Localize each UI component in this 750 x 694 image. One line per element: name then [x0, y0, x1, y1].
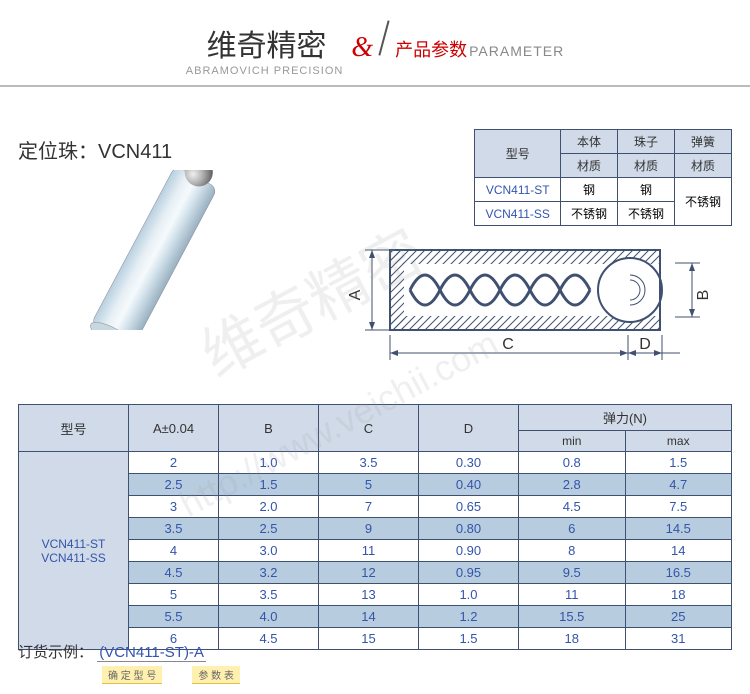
spec-cell: 3.2 — [219, 562, 319, 584]
spec-cell: 12 — [319, 562, 419, 584]
order-text: (VCN411-ST)-A — [97, 644, 206, 662]
spec-cell: 1.0 — [419, 584, 519, 606]
spec-cell: 0.95 — [419, 562, 519, 584]
order-sub-labels: 确 定 型 号 参 数 表 — [102, 666, 240, 684]
subtitle-cn: 产品参数 — [395, 36, 467, 62]
technical-diagram: A B C D — [330, 225, 730, 375]
spec-cell: 3 — [129, 496, 219, 518]
mat-row1-body: 不锈钢 — [560, 202, 617, 226]
spec-cell: 0.90 — [419, 540, 519, 562]
spec-th-model: 型号 — [19, 405, 129, 452]
spec-th-min: min — [519, 431, 626, 452]
spec-cell: 18 — [625, 584, 732, 606]
spec-cell: 1.5 — [219, 474, 319, 496]
spec-cell: 11 — [319, 540, 419, 562]
mat-row1-ball: 不锈钢 — [617, 202, 674, 226]
spec-cell: 1.2 — [419, 606, 519, 628]
spec-cell: 0.40 — [419, 474, 519, 496]
mat-th-model: 型号 — [475, 130, 560, 178]
spec-cell: 0.8 — [519, 452, 626, 474]
spec-cell: 9.5 — [519, 562, 626, 584]
spec-cell: 2.5 — [129, 474, 219, 496]
spec-cell: 7 — [319, 496, 419, 518]
mat-th-ball: 珠子 — [617, 130, 674, 154]
spec-cell: 4.7 — [625, 474, 732, 496]
product-photo — [18, 170, 288, 330]
spec-cell: 15 — [319, 628, 419, 650]
spec-cell: 14 — [625, 540, 732, 562]
dim-label-C: C — [502, 336, 514, 353]
spec-cell: 25 — [625, 606, 732, 628]
spec-cell: 31 — [625, 628, 732, 650]
spec-cell: 16.5 — [625, 562, 732, 584]
dim-label-B: B — [695, 290, 712, 301]
dim-label-A: A — [347, 289, 364, 300]
spec-table: 型号 A±0.04 B C D 弹力(N) min max VCN411-STV… — [18, 404, 732, 650]
mat-th-mat1: 材质 — [560, 154, 617, 178]
spec-cell: 0.30 — [419, 452, 519, 474]
spec-cell: 5 — [129, 584, 219, 606]
order-example: 订货示例： (VCN411-ST)-A 确 定 型 号 参 数 表 — [18, 641, 240, 684]
spec-cell: 18 — [519, 628, 626, 650]
spec-cell: 9 — [319, 518, 419, 540]
mat-row0-body: 钢 — [560, 178, 617, 202]
spec-cell: 8 — [519, 540, 626, 562]
spec-cell: 0.80 — [419, 518, 519, 540]
mat-row0-model: VCN411-ST — [475, 178, 560, 202]
spec-cell: 13 — [319, 584, 419, 606]
mat-th-body: 本体 — [560, 130, 617, 154]
mat-th-spring: 弹簧 — [674, 130, 731, 154]
spec-cell: 4.5 — [519, 496, 626, 518]
spec-cell: 5 — [319, 474, 419, 496]
spec-cell: 3.5 — [319, 452, 419, 474]
header-underline — [0, 85, 750, 87]
dim-label-D: D — [639, 336, 651, 353]
spec-th-C: C — [319, 405, 419, 452]
spec-th-B: B — [219, 405, 319, 452]
spec-cell: 2.5 — [219, 518, 319, 540]
spec-cell: 4 — [129, 540, 219, 562]
mat-spring-val: 不锈钢 — [674, 178, 731, 226]
spec-th-A: A±0.04 — [129, 405, 219, 452]
header-title-cn: 维奇精密 — [186, 21, 348, 65]
spec-cell: 3.5 — [129, 518, 219, 540]
amp-icon: & — [351, 32, 373, 64]
order-sub2: 参 数 表 — [192, 666, 240, 684]
spec-th-force: 弹力(N) — [519, 405, 732, 431]
mat-row0-ball: 钢 — [617, 178, 674, 202]
page-header: 维奇精密 ABRAMOVICH PRECISION & 产品参数 PARAMET… — [0, 0, 750, 95]
spec-cell: 4.5 — [129, 562, 219, 584]
spec-cell: 11 — [519, 584, 626, 606]
spec-cell: 1.0 — [219, 452, 319, 474]
material-table: 型号 本体 珠子 弹簧 材质 材质 材质 VCN411-ST 钢 钢 不锈钢 V… — [474, 129, 732, 226]
spec-cell: 3.5 — [219, 584, 319, 606]
spec-cell: 7.5 — [625, 496, 732, 518]
spec-cell: 2 — [129, 452, 219, 474]
spec-cell: 15.5 — [519, 606, 626, 628]
spec-th-max: max — [625, 431, 732, 452]
spec-cell: 1.5 — [419, 628, 519, 650]
spec-cell: 0.65 — [419, 496, 519, 518]
spec-cell: 14.5 — [625, 518, 732, 540]
spec-cell: 5.5 — [129, 606, 219, 628]
header-title-en: ABRAMOVICH PRECISION — [186, 65, 344, 77]
spec-cell: 4.0 — [219, 606, 319, 628]
spec-cell: 3.0 — [219, 540, 319, 562]
spec-cell: 1.5 — [625, 452, 732, 474]
spec-th-D: D — [419, 405, 519, 452]
order-label: 订货示例： — [18, 644, 93, 661]
mat-th-mat2: 材质 — [617, 154, 674, 178]
order-sub1: 确 定 型 号 — [102, 666, 162, 684]
subtitle-en: PARAMETER — [469, 43, 564, 59]
slash-divider — [378, 20, 389, 55]
spec-model-col: VCN411-STVCN411-SS — [19, 452, 129, 650]
spec-cell: 6 — [519, 518, 626, 540]
spec-cell: 14 — [319, 606, 419, 628]
spec-cell: 2.8 — [519, 474, 626, 496]
mat-th-mat3: 材质 — [674, 154, 731, 178]
spec-cell: 2.0 — [219, 496, 319, 518]
mat-row1-model: VCN411-SS — [475, 202, 560, 226]
